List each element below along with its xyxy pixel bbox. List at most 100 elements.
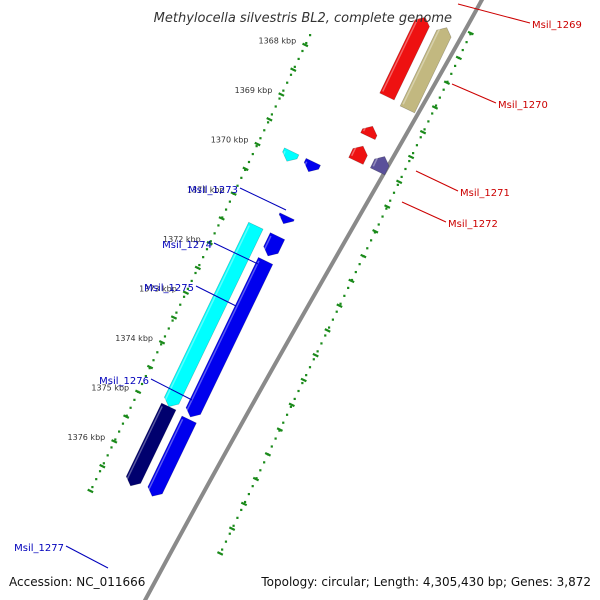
gene-arrow-msil-1269[interactable] [379,16,430,101]
tick-dot [228,532,231,535]
tick-mark [264,452,272,457]
gene-arrow-msil-1277b[interactable] [147,415,197,497]
gene-arrow-msil-1277[interactable] [125,402,177,487]
tick-mark [278,92,285,97]
tick-dot [358,263,361,266]
tick-mark [467,30,474,36]
tick-mark [312,352,319,358]
gene-arrow-highlight [303,161,308,167]
gene-features [125,16,452,497]
tick-dot [282,89,285,92]
tick-mark [218,216,225,221]
tick-label: 1372 kbp [163,235,201,244]
tick-dot [400,175,403,179]
tick-dot [408,159,411,163]
tick-dot [339,302,342,305]
tick-mark [419,129,427,135]
tick-dot [179,303,182,306]
gene-arrow-highlight [372,156,379,167]
gene-arrow-msil-1275[interactable] [164,221,264,407]
tick-dot [129,406,132,409]
gene-arrow-msil-1270[interactable] [399,27,452,114]
tick-dot [144,374,147,378]
genome-backbone [142,0,485,600]
tick-label: 1373 kbp [139,284,177,293]
tick-dot [114,438,117,441]
tick-mark [216,551,224,556]
tick-dot [217,224,220,227]
tick-dot [293,65,296,68]
tick-dot [182,295,186,298]
gene-arrow-msil-1271[interactable] [348,145,368,165]
tick-dot [377,223,380,226]
gene-arrow-highlight [125,406,163,482]
tick-dot [251,152,254,156]
gene-label-msil-1270[interactable]: Msil_1270 [498,100,548,111]
tick-mark [266,116,273,122]
gene-arrow-highlight [163,225,250,402]
gene-arrow-msil-1271[interactable] [360,125,378,141]
gene-arrow-msil-1276[interactable] [185,257,274,418]
tick-dot [156,351,159,354]
tick-dot [434,104,438,107]
tick-dot [209,240,212,243]
tick-mark [336,303,343,308]
gene-label-msil-1276[interactable]: Msil_1276 [99,376,149,387]
tick-mark [158,339,166,345]
tick-mark [455,55,463,61]
tick-label: 1375 kbp [91,383,129,392]
tick-dot-rings [87,30,474,556]
tick-dot [461,48,464,52]
tick-dot [270,445,273,448]
tick-dot [354,270,357,274]
tick-dot [236,516,239,519]
tick-dot [301,49,304,53]
tick-dot [102,462,105,465]
gene-arrow-highlight [351,145,358,157]
label-leader-line [65,545,109,569]
gene-arrow-msil-1273[interactable] [282,147,300,162]
tick-dot [247,492,250,496]
gene-label-msil-1274[interactable]: Msil_1274 [162,240,212,251]
tick-dot [213,232,216,235]
tick-mark [443,80,451,85]
gene-arrow-highlight [185,260,260,413]
gene-label-msil-1272[interactable]: Msil_1272 [448,219,498,230]
gene-label-msil-1277[interactable]: Msil_1277 [14,543,64,554]
gene-arrow-highlight [278,215,282,219]
gene-arrow-msil-1272[interactable] [369,156,390,176]
tick-dot [305,41,308,45]
tick-label: 1374 kbp [115,334,153,343]
tick-dot [312,358,315,361]
tick-dot [423,128,426,131]
gene-label-msil-1271[interactable]: Msil_1271 [460,188,510,199]
label-leader-line [451,83,497,104]
tick-mark [288,402,295,408]
tick-mark [407,154,415,160]
gene-label-msil-1273[interactable]: Msil_1273 [188,185,238,196]
gene-arrow-msil-1275b[interactable] [263,232,286,257]
gene-arrow-msil-1274[interactable] [278,212,295,225]
gene-label-msil-1275[interactable]: Msil_1275 [144,283,194,294]
tick-dot [320,342,323,345]
tick-mark [134,389,142,395]
tick-dot [316,350,319,353]
tick-dot [205,248,209,251]
tick-dot [366,247,369,250]
tick-dot [160,343,163,346]
tick-dot [404,167,407,171]
tick-dot [305,374,308,377]
tick-dot [427,120,430,123]
tick-dot [171,319,174,322]
tick-mark [230,191,237,196]
tick-mark [194,265,201,271]
tick-dot [297,57,300,61]
tick-dot [152,359,155,362]
tick-dot [438,96,441,99]
gene-label-msil-1269[interactable]: Msil_1269 [532,20,582,31]
gene-arrow-msil-1273b[interactable] [303,157,321,173]
tick-dot [118,430,121,433]
tick-label: 1369 kbp [235,86,273,95]
gene-arrow-highlight [147,419,184,492]
tick-dot [91,485,94,489]
